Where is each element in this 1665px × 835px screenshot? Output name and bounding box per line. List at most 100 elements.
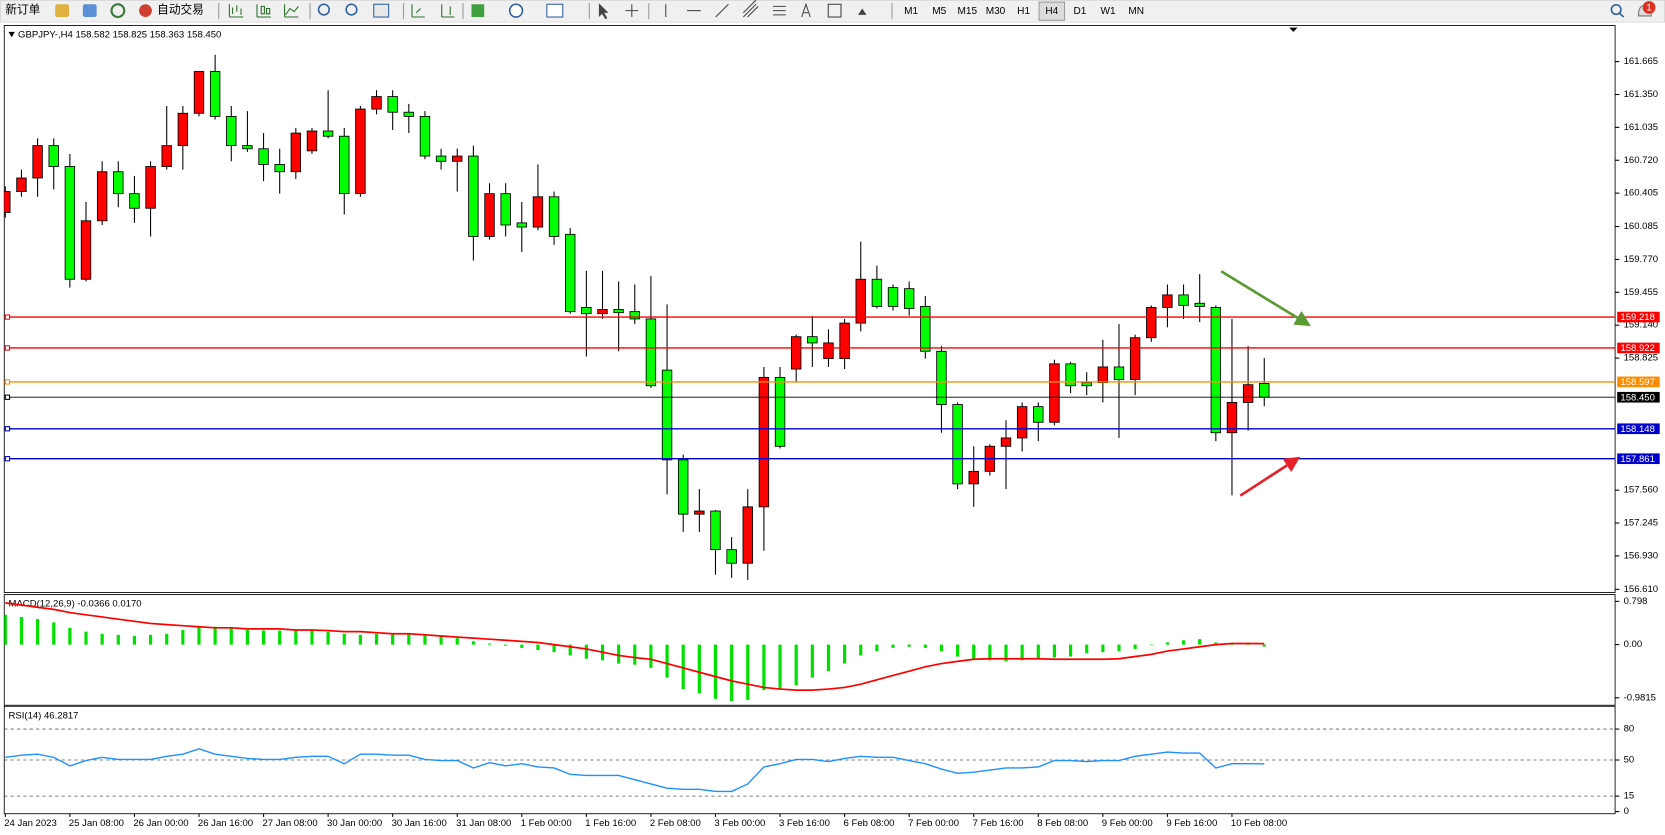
candle-body: [435, 155, 447, 162]
y-tick-label: 0: [1624, 806, 1629, 817]
period-icon[interactable]: [508, 3, 524, 18]
template-icon[interactable]: [546, 3, 564, 18]
channel-icon[interactable]: [742, 0, 759, 18]
zoom-in-icon[interactable]: [317, 3, 330, 16]
candle-body: [1146, 307, 1157, 339]
macd-bar: [4, 614, 7, 645]
candle-body: [419, 115, 431, 157]
shift-icon[interactable]: [441, 4, 455, 18]
macd-bar: [1052, 644, 1057, 658]
candle-icon[interactable]: [256, 4, 271, 18]
macd-bar: [649, 644, 653, 668]
icon[interactable]: [110, 3, 126, 19]
candle-body: [48, 145, 59, 167]
candle-body: [516, 222, 528, 228]
x-tick-label: 30 Jan 00:00: [327, 818, 382, 829]
main-panel: [3, 25, 1616, 593]
macd-bar: [229, 627, 233, 645]
x-tick-label: 31 Jan 08:00: [456, 818, 511, 829]
zoom-out-icon[interactable]: [345, 3, 358, 16]
candle-body: [1049, 363, 1060, 423]
macd-bar: [278, 630, 282, 645]
macd-bar: [1262, 644, 1266, 647]
macd-bar: [471, 641, 475, 645]
new-order-button[interactable]: 新订单: [5, 3, 40, 17]
y-tick-label: 159.770: [1624, 254, 1658, 265]
level-tag-label: 158.148: [1620, 424, 1654, 435]
auto-trading-icon[interactable]: [139, 4, 152, 18]
macd-bar: [100, 633, 104, 645]
macd-bar: [1117, 644, 1121, 652]
line-icon[interactable]: [284, 4, 299, 18]
macd-bar: [326, 631, 330, 645]
timeframe-button[interactable]: MN: [1128, 6, 1144, 17]
timeframe-button[interactable]: M1: [904, 6, 918, 17]
x-tick-label: 3 Feb 16:00: [779, 818, 830, 829]
candle-body: [64, 166, 76, 280]
tile-icon[interactable]: [373, 3, 390, 18]
timeframe-button[interactable]: D1: [1073, 6, 1086, 17]
macd-bar: [520, 644, 524, 648]
icon[interactable]: [55, 4, 70, 18]
label-icon[interactable]: [827, 3, 842, 18]
bar-chart-icon[interactable]: [228, 4, 244, 18]
trendline-icon[interactable]: [715, 3, 729, 18]
cursor-icon[interactable]: [598, 3, 609, 20]
candle-body: [306, 130, 318, 152]
level-tag: [1617, 423, 1660, 435]
macd-bar: [1181, 640, 1186, 645]
candle-body: [661, 369, 673, 461]
timeframe-button[interactable]: H1: [1017, 6, 1030, 17]
search-icon[interactable]: [1610, 3, 1622, 16]
notification-count: 1: [1646, 3, 1651, 14]
macd-bar: [923, 644, 927, 648]
candle-body: [1194, 302, 1205, 307]
icon[interactable]: [82, 4, 97, 18]
candle-body: [1162, 294, 1173, 308]
auto-trading-button[interactable]: 自动交易: [157, 3, 204, 17]
candle-body: [339, 135, 350, 195]
macd-bar: [778, 644, 782, 690]
timeframe-button[interactable]: M15: [958, 6, 978, 17]
macd-bar: [504, 644, 508, 646]
candle-body: [32, 145, 43, 179]
fibo-icon[interactable]: [773, 5, 786, 16]
macd-panel: [3, 594, 1616, 706]
level-tag-label: 158.922: [1620, 343, 1654, 354]
candle-body: [500, 193, 511, 226]
crosshair-icon[interactable]: [625, 4, 639, 18]
macd-bar: [19, 616, 24, 645]
macd-bar: [439, 635, 443, 645]
y-tick-label: 160.085: [1624, 221, 1658, 232]
x-tick-label: 6 Feb 08:00: [844, 818, 895, 829]
macd-bar: [1133, 644, 1137, 649]
candle-body: [936, 350, 947, 405]
macd-bar: [568, 644, 572, 656]
level-tag-label: 158.597: [1620, 377, 1654, 388]
y-tick-label: 156.610: [1624, 584, 1658, 595]
plots: [4, 54, 1616, 797]
timeframe-button[interactable]: H4: [1045, 6, 1058, 17]
y-tick-label: 0.00: [1624, 639, 1643, 650]
chart-menu-marker: [8, 31, 15, 38]
level-tag-label: 157.861: [1620, 454, 1654, 465]
y-tick-label: 15: [1624, 791, 1635, 802]
macd-bar: [68, 627, 72, 645]
candle-body: [629, 311, 640, 320]
macd-bar: [713, 644, 718, 699]
rsi-line: [5, 748, 1265, 793]
x-tick-label: 7 Feb 00:00: [908, 818, 959, 829]
timeframe-button[interactable]: M30: [986, 6, 1006, 17]
timeframe-button[interactable]: M5: [932, 6, 946, 17]
candle-body: [468, 155, 479, 237]
scroll-icon[interactable]: [411, 4, 425, 18]
indicator-icon[interactable]: [471, 4, 485, 18]
macd-bar: [875, 644, 879, 652]
text-icon[interactable]: [801, 2, 811, 18]
arrows-icon[interactable]: [857, 8, 867, 15]
candle-body: [694, 510, 705, 515]
macd-bar: [132, 635, 137, 645]
shift-marker: [1289, 27, 1298, 32]
timeframe-button[interactable]: W1: [1100, 6, 1115, 17]
y-tick-label: 161.665: [1624, 56, 1658, 67]
